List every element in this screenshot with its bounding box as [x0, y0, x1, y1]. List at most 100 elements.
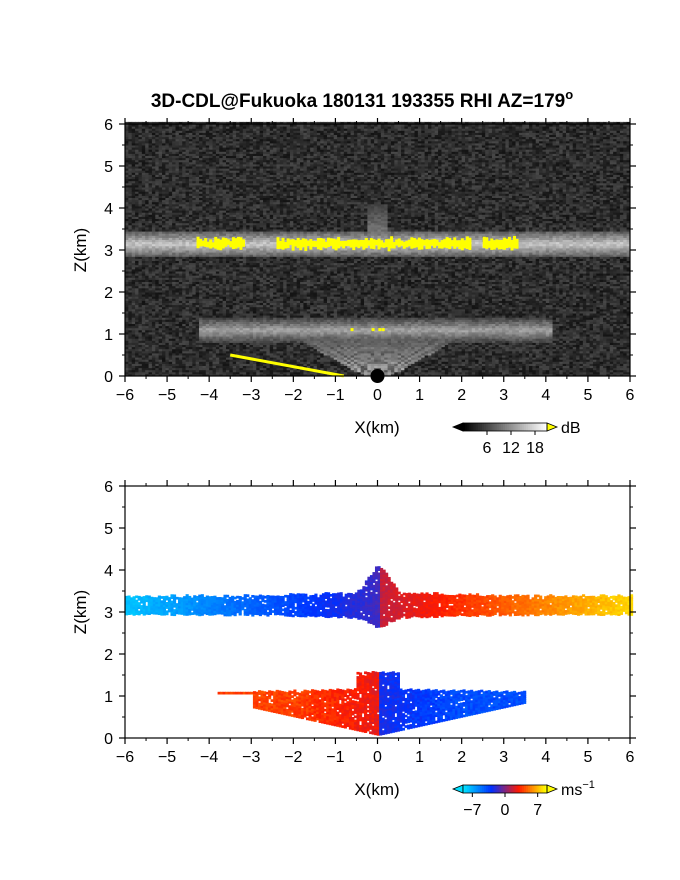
backscatter-cell [158, 195, 163, 198]
backscatter-cell [145, 323, 150, 327]
backscatter-cell [205, 163, 210, 167]
backscatter-cell [168, 136, 173, 140]
backscatter-cell [162, 321, 166, 324]
backscatter-cell [209, 363, 214, 366]
backscatter-cell [148, 373, 153, 377]
backscatter-cell [148, 350, 153, 354]
backscatter-cell [202, 313, 207, 316]
backscatter-cell [168, 182, 173, 186]
backscatter-cell [135, 201, 139, 205]
backscatter-cell [158, 336, 163, 339]
backscatter-cell [199, 212, 203, 215]
backscatter-cell [172, 216, 176, 219]
backscatter-cell [148, 361, 153, 364]
backscatter-cell [125, 208, 129, 211]
backscatter-cell [205, 189, 210, 192]
backscatter-cell [131, 352, 136, 356]
backscatter-cell [172, 231, 176, 234]
backscatter-cell [199, 348, 203, 352]
backscatter-cell [172, 308, 176, 312]
backscatter-cell [172, 329, 176, 333]
backscatter-cell [125, 184, 129, 188]
backscatter-cell [185, 191, 190, 194]
backscatter-cell [178, 300, 183, 303]
backscatter-cell [141, 313, 146, 316]
backscatter-cell [168, 348, 173, 352]
backscatter-cell [185, 121, 190, 125]
backscatter-cell [175, 340, 180, 343]
backscatter-cell [135, 334, 139, 337]
backscatter-cell [141, 315, 146, 318]
backscatter-cell [182, 271, 187, 274]
backscatter-cell [135, 306, 139, 310]
backscatter-cell [175, 331, 180, 335]
backscatter-cell [158, 355, 163, 358]
backscatter-cell [155, 136, 160, 140]
backscatter-cell [158, 149, 163, 152]
backscatter-cell [138, 180, 143, 184]
backscatter-cell [168, 319, 173, 322]
backscatter-cell [131, 342, 136, 345]
backscatter-cell [202, 258, 207, 261]
backscatter-cell [131, 201, 136, 205]
backscatter-cell [175, 262, 180, 266]
backscatter-cell [141, 323, 146, 327]
backscatter-cell [148, 275, 153, 278]
backscatter-cell [158, 369, 163, 373]
backscatter-cell [168, 189, 173, 192]
backscatter-cell [168, 170, 173, 173]
backscatter-cell [158, 222, 163, 226]
backscatter-cell [202, 130, 207, 133]
backscatter-cell [209, 153, 214, 156]
backscatter-cell [162, 352, 166, 356]
backscatter-cell [202, 168, 207, 171]
backscatter-cell [128, 260, 133, 264]
backscatter-cell [162, 262, 166, 266]
backscatter-cell [155, 218, 160, 222]
backscatter-cell [172, 203, 176, 207]
backscatter-cell [182, 296, 187, 299]
backscatter-cell [185, 308, 190, 312]
backscatter-cell [195, 258, 200, 261]
backscatter-cell [178, 145, 183, 148]
backscatter-cell [162, 197, 166, 201]
backscatter-cell [178, 166, 183, 169]
backscatter-cell [155, 317, 160, 320]
backscatter-cell [158, 201, 163, 205]
backscatter-cell [151, 365, 156, 369]
backscatter-cell [155, 197, 160, 201]
backscatter-cell [205, 216, 210, 219]
backscatter-cell [188, 166, 193, 169]
backscatter-cell [172, 352, 176, 356]
backscatter-cell [175, 157, 180, 161]
backscatter-cell [128, 151, 133, 154]
backscatter-cell [128, 163, 133, 167]
backscatter-cell [145, 313, 150, 316]
backscatter-cell [165, 355, 170, 358]
backscatter-cell [178, 294, 183, 297]
backscatter-cell [148, 317, 153, 320]
backscatter-cell [125, 250, 129, 253]
backscatter-cell [202, 365, 207, 369]
backscatter-cell [145, 226, 150, 230]
backscatter-cell [182, 264, 187, 268]
backscatter-cell [145, 285, 150, 289]
backscatter-cell [148, 296, 153, 299]
backscatter-cell [162, 355, 166, 358]
backscatter-cell [199, 147, 203, 150]
backscatter-cell [148, 155, 153, 159]
backscatter-cell [168, 197, 173, 201]
backscatter-cell [182, 130, 187, 133]
backscatter-cell [148, 168, 153, 171]
backscatter-cell [162, 363, 166, 366]
backscatter-cell [162, 334, 166, 337]
backscatter-cell [158, 329, 163, 333]
backscatter-cell [195, 298, 200, 301]
backscatter-cell [188, 294, 193, 297]
backscatter-cell [168, 304, 173, 308]
backscatter-cell [131, 224, 136, 228]
backscatter-cell [188, 218, 193, 222]
backscatter-cell [172, 327, 176, 331]
backscatter-cell [135, 371, 139, 375]
backscatter-cell [155, 277, 160, 280]
